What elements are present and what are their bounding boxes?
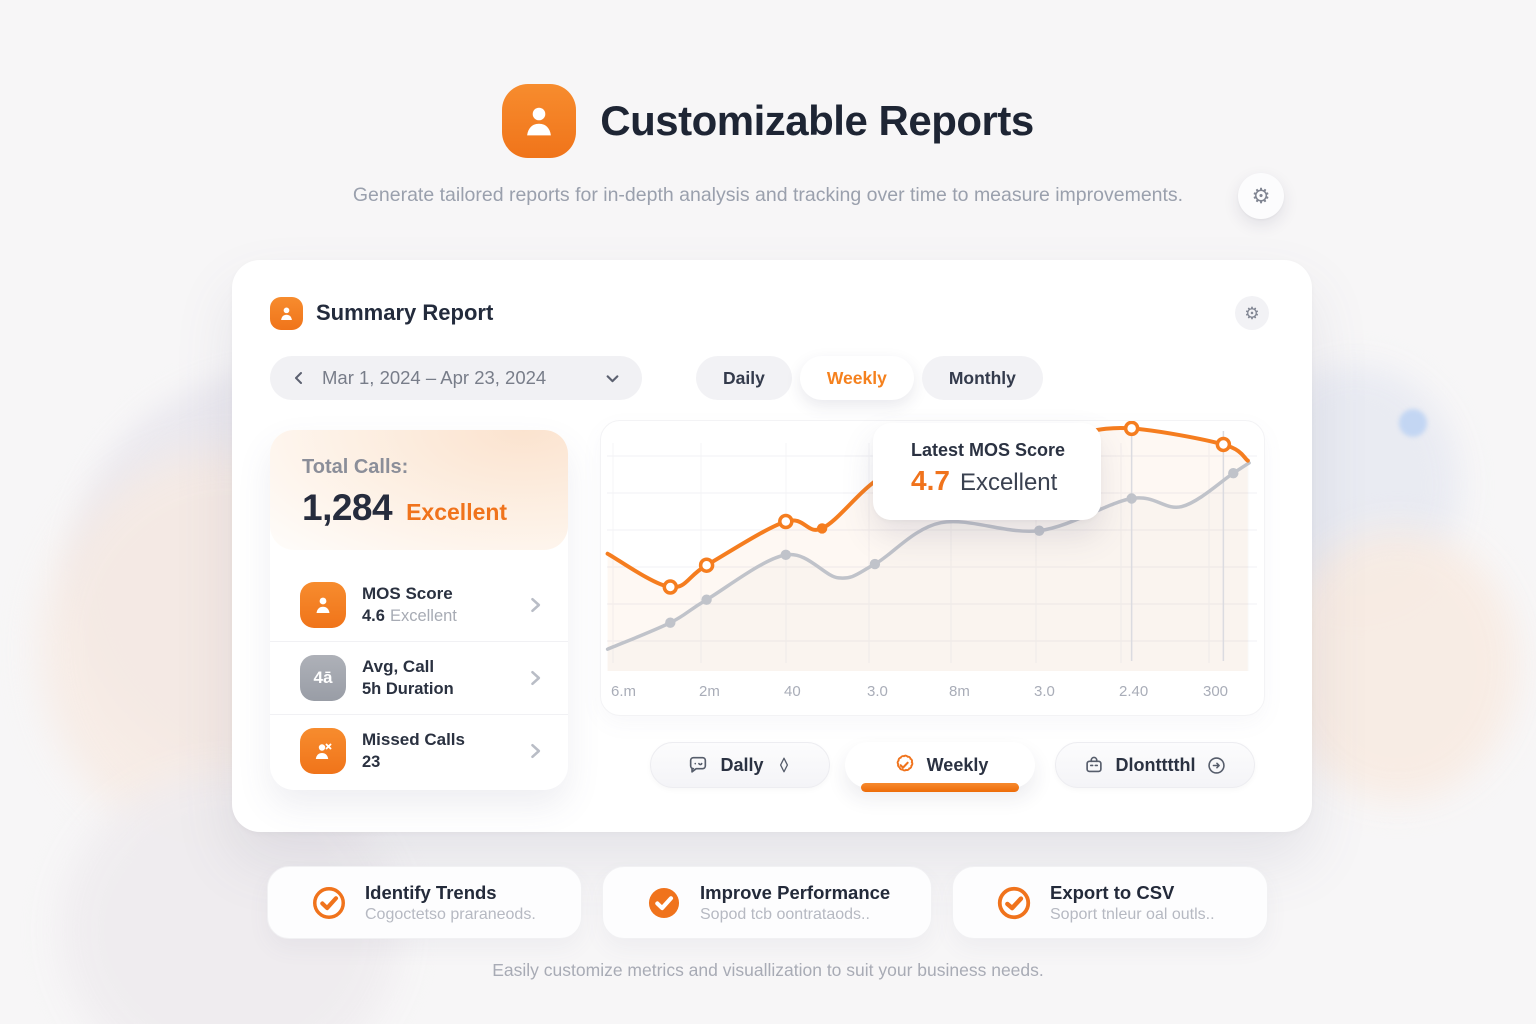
total-calls-value: 1,284: [302, 487, 393, 528]
check-circle-icon: [997, 886, 1031, 919]
feature-title: Export to CSV: [1050, 881, 1175, 903]
chart-tooltip: Latest MOS Score 4.7 Excellent: [873, 423, 1101, 520]
bag-icon: [1085, 756, 1102, 773]
chart-panel: 6.m 2m 40 3.0 8m 3.0 2.40 300 Latest MOS…: [600, 420, 1265, 716]
chat-bubble-icon: [690, 756, 707, 773]
total-calls-status: Excellent: [406, 499, 508, 525]
stat-row-avg-call[interactable]: 4ā Avg, Call 5h Duration: [270, 641, 568, 714]
gear-icon: ⚙: [1251, 184, 1271, 208]
tooltip-label: Latest MOS Score: [911, 440, 1066, 460]
tab-weekly[interactable]: Weekly: [799, 356, 914, 400]
feature-card-identify-trends[interactable]: Identify Trends Cogoctetso praraneods.: [267, 866, 582, 939]
person-x-icon: [315, 743, 332, 759]
stat-row-mos-score[interactable]: MOS Score 4.6 Excellent: [270, 568, 568, 641]
view-button-weekly[interactable]: Weekly: [845, 742, 1035, 792]
stat-title: Avg, Call: [362, 657, 435, 676]
person-icon: [527, 107, 552, 136]
report-logo-icon: [270, 297, 303, 330]
summary-report-card: Summary Report ⚙ Mar 1, 2024 – Apr 23, 2…: [232, 260, 1312, 832]
x-axis-tick: 6.m: [611, 683, 637, 700]
period-tabs: Daily Weekly Monthly: [696, 356, 1043, 400]
x-axis-tick: 8m: [949, 683, 970, 700]
x-axis-tick: 3.0: [867, 683, 888, 700]
chevron-right-icon: [526, 669, 544, 687]
feature-subtitle: Soport tnleur oal outls..: [1050, 905, 1215, 923]
stat-value: 4.6: [362, 606, 385, 625]
report-title: Summary Report: [316, 300, 494, 325]
x-axis-tick: 2m: [699, 683, 720, 700]
check-circle-icon: [313, 886, 345, 919]
stats-panel: Total Calls: 1,284 Excellent: [270, 430, 568, 790]
gear-icon: ⚙: [1244, 303, 1260, 323]
view-button-monthly[interactable]: Dlontttthl: [1055, 742, 1255, 788]
feature-subtitle: Sopod tcb oontrataods..: [700, 905, 870, 923]
stat-note: Excellent: [389, 606, 457, 625]
chevron-down-icon: [606, 374, 619, 382]
duration-icon: 4ā: [300, 655, 346, 701]
tooltip-status: Excellent: [959, 469, 1058, 496]
user-icon: [300, 581, 346, 628]
tab-daily[interactable]: Daily: [696, 356, 792, 400]
background-blob: [1278, 530, 1518, 800]
stat-title: MOS Score: [362, 583, 453, 603]
diamond-icon: [779, 757, 788, 773]
settings-button[interactable]: ⚙: [1238, 173, 1284, 219]
feature-card-export-csv[interactable]: Export to CSV Soport tnleur oal outls..: [952, 866, 1268, 939]
stat-value: 23: [362, 753, 381, 771]
date-range-label: Mar 1, 2024 – Apr 23, 2024: [322, 367, 547, 388]
total-calls-label: Total Calls:: [302, 456, 409, 478]
stat-list: MOS Score 4.6 Excellent 4ā: [270, 568, 568, 787]
app-logo-icon: [502, 84, 577, 158]
x-axis-tick: 2.40: [1119, 683, 1149, 700]
x-axis-tick: 40: [784, 683, 801, 700]
chevron-right-icon: [526, 596, 544, 614]
tooltip-value: 4.7: [911, 465, 950, 496]
total-calls-block: Total Calls: 1,284 Excellent: [270, 430, 568, 550]
view-button-label: Dlontttthl: [1115, 754, 1196, 775]
page-title: Customizable Reports: [600, 97, 1034, 144]
tab-monthly[interactable]: Monthly: [921, 356, 1043, 400]
chevron-right-icon: [526, 742, 544, 760]
footer-note: Easily customize metrics and visuallizat…: [492, 960, 1044, 980]
stat-title: Missed Calls: [362, 730, 465, 749]
feature-title: Identify Trends: [365, 881, 497, 903]
view-button-daily[interactable]: Dally: [650, 742, 830, 788]
check-circle-filled-icon: [648, 887, 680, 918]
duration-icon-text: 4ā: [313, 668, 333, 687]
chevron-left-icon: [295, 372, 302, 384]
hero-header: Customizable Reports: [0, 84, 1536, 158]
background-dot: [1399, 409, 1427, 437]
x-axis-tick: 3.0: [1034, 683, 1055, 700]
view-button-label: Weekly: [926, 754, 989, 775]
x-axis-tick: 300: [1203, 683, 1229, 700]
stat-row-missed-calls[interactable]: Missed Calls 23: [270, 714, 568, 787]
view-button-label: Dally: [720, 754, 764, 775]
stat-value: 5h Duration: [362, 680, 454, 698]
person-icon: [281, 307, 292, 320]
arrow-circle-icon: [1208, 756, 1226, 774]
date-range-selector[interactable]: Mar 1, 2024 – Apr 23, 2024: [270, 356, 642, 400]
check-badge-icon: [896, 754, 913, 772]
chart-x-axis: 6.m 2m 40 3.0 8m 3.0 2.40 300: [601, 683, 1266, 709]
feature-title: Improve Performance: [700, 881, 891, 903]
missed-call-icon: [300, 728, 346, 774]
feature-subtitle: Cogoctetso praraneods.: [365, 905, 536, 923]
page-subtitle: Generate tailored reports for in-depth a…: [352, 184, 1184, 206]
report-settings-button[interactable]: ⚙: [1235, 296, 1269, 330]
person-icon: [316, 597, 330, 613]
feature-card-improve-performance[interactable]: Improve Performance Sopod tcb oontrataod…: [602, 866, 932, 939]
